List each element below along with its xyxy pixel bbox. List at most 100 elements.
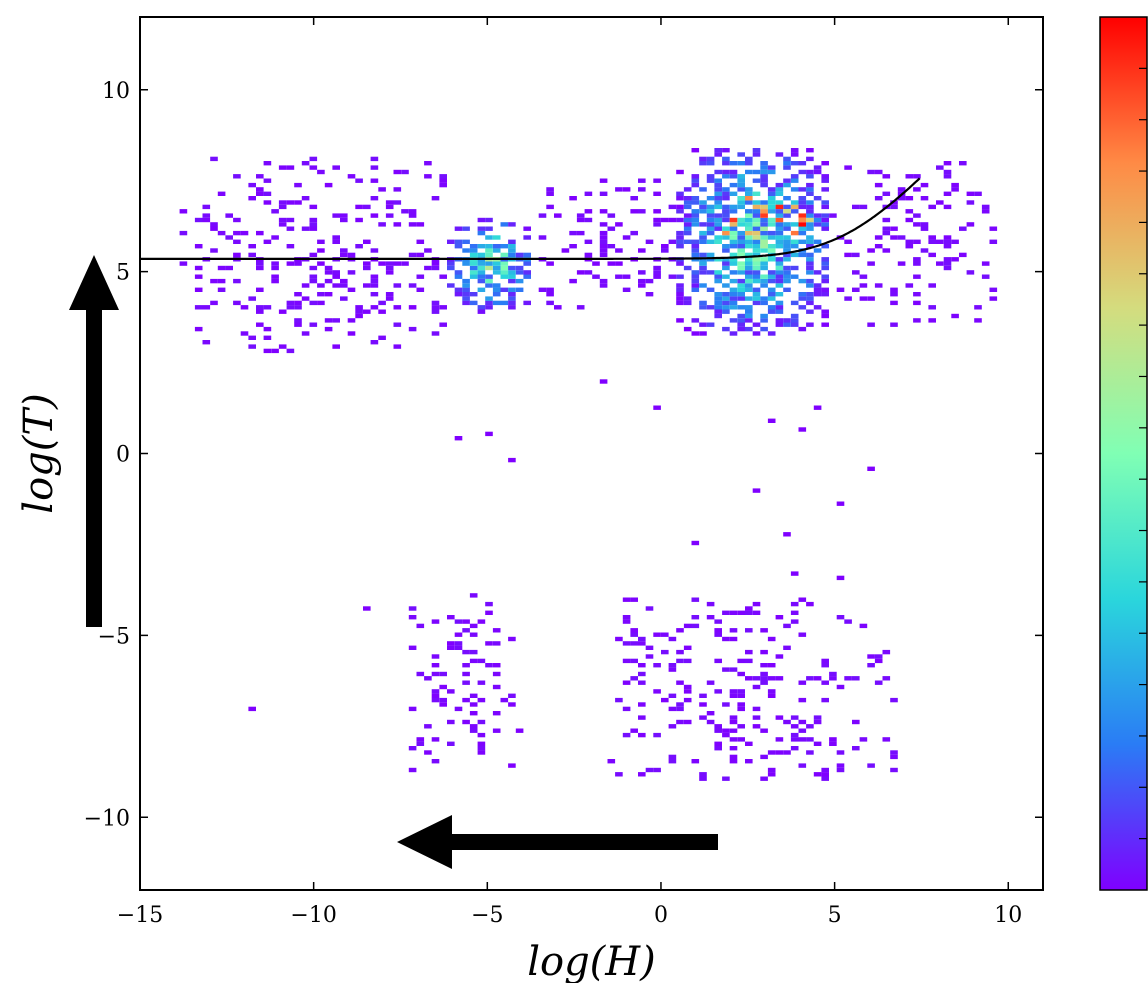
heatmap-cell xyxy=(622,658,631,664)
heatmap-cell xyxy=(378,309,386,314)
heatmap-cell xyxy=(783,270,791,275)
heatmap-cell xyxy=(745,169,753,175)
heatmap-cell xyxy=(737,326,745,332)
heatmap-cell xyxy=(462,649,470,655)
heatmap-cell xyxy=(752,270,761,275)
heatmap-cell xyxy=(340,278,348,284)
heatmap-cell xyxy=(806,213,814,218)
heatmap-cell xyxy=(745,741,753,746)
heatmap-cell xyxy=(248,335,256,340)
heatmap-cell xyxy=(194,244,203,249)
heatmap-cell xyxy=(638,715,646,720)
heatmap-cell xyxy=(622,706,631,712)
heatmap-cell xyxy=(783,235,791,240)
heatmap-cell xyxy=(622,732,631,738)
heatmap-cell xyxy=(477,746,486,751)
heatmap-cell xyxy=(638,663,646,668)
heatmap-cell xyxy=(462,278,470,284)
heatmap-cell xyxy=(691,174,700,179)
heatmap-cell xyxy=(653,178,661,183)
heatmap-cell xyxy=(905,239,914,244)
heatmap-cell xyxy=(722,169,730,175)
heatmap-cell xyxy=(745,759,753,764)
heatmap-cell xyxy=(775,226,784,231)
heatmap-cell xyxy=(508,244,516,249)
heatmap-cell xyxy=(790,724,799,729)
heatmap-cell xyxy=(767,750,776,755)
heatmap-cell xyxy=(683,689,692,694)
heatmap-cell xyxy=(416,222,425,227)
heatmap-cell xyxy=(943,257,952,262)
heatmap-cell xyxy=(729,689,738,694)
heatmap-cell xyxy=(699,204,707,210)
heatmap-cell xyxy=(737,287,745,292)
heatmap-cell xyxy=(584,217,593,223)
heatmap-cell xyxy=(729,728,738,733)
heatmap-cell xyxy=(332,318,340,323)
heatmap-cell xyxy=(760,318,768,323)
heatmap-cell xyxy=(729,182,738,188)
heatmap-cell xyxy=(683,230,692,236)
heatmap-cell xyxy=(683,645,692,650)
heatmap-cell xyxy=(783,248,791,253)
heatmap-cell xyxy=(393,261,402,266)
heatmap-cell xyxy=(874,244,883,249)
heatmap-cell xyxy=(729,191,738,196)
heatmap-cell xyxy=(783,278,791,284)
heatmap-cell xyxy=(638,641,646,646)
heatmap-cell xyxy=(943,265,952,271)
heatmap-cell xyxy=(806,300,814,306)
heatmap-cell xyxy=(943,239,952,244)
heatmap-cell xyxy=(485,300,493,306)
heatmap-cell xyxy=(645,654,654,659)
heatmap-cell xyxy=(615,261,623,266)
heatmap-cell xyxy=(806,724,814,729)
heatmap-cell xyxy=(714,213,722,218)
heatmap-cell xyxy=(653,405,661,410)
heatmap-cell xyxy=(599,248,608,253)
heatmap-cell xyxy=(821,278,829,284)
heatmap-cell xyxy=(798,326,807,332)
heatmap-cell xyxy=(469,248,478,253)
heatmap-cell xyxy=(714,619,722,624)
heatmap-cell xyxy=(599,178,608,183)
heatmap-cell xyxy=(462,292,470,297)
heatmap-cell xyxy=(523,270,531,275)
heatmap-cell xyxy=(913,300,921,306)
heatmap-cell xyxy=(500,261,509,266)
heatmap-cell xyxy=(722,667,730,672)
heatmap-cell xyxy=(454,706,463,712)
heatmap-cell xyxy=(706,615,715,620)
heatmap-cell xyxy=(714,217,722,223)
heatmap-cell xyxy=(775,278,784,284)
heatmap-cell xyxy=(714,239,722,244)
heatmap-cell xyxy=(355,217,363,223)
heatmap-cell xyxy=(691,217,700,223)
heatmap-cell xyxy=(714,278,722,284)
heatmap-cell xyxy=(485,601,493,607)
heatmap-cell xyxy=(745,222,753,227)
heatmap-cell xyxy=(699,693,707,698)
heatmap-cell xyxy=(767,309,776,314)
heatmap-cell xyxy=(798,239,807,244)
heatmap-cell xyxy=(492,728,501,733)
heatmap-cell xyxy=(775,274,784,279)
heatmap-cell xyxy=(775,217,784,223)
heatmap-cell xyxy=(737,702,745,707)
heatmap-cell xyxy=(829,671,837,677)
y-tick-label: −5 xyxy=(98,624,130,649)
heatmap-cell xyxy=(928,239,936,244)
heatmap-cell xyxy=(714,148,722,153)
heatmap-cell xyxy=(385,296,394,301)
heatmap-cell xyxy=(523,261,531,266)
heatmap-cell xyxy=(745,283,753,288)
heatmap-cell xyxy=(576,270,585,275)
heatmap-cell xyxy=(859,204,868,210)
heatmap-cell xyxy=(798,226,807,231)
heatmap-cell xyxy=(989,226,998,231)
heatmap-cell xyxy=(821,174,829,179)
x-tick-label: 0 xyxy=(654,903,668,928)
heatmap-cell xyxy=(806,309,814,314)
heatmap-cell xyxy=(722,274,730,279)
heatmap-cell xyxy=(913,274,921,279)
